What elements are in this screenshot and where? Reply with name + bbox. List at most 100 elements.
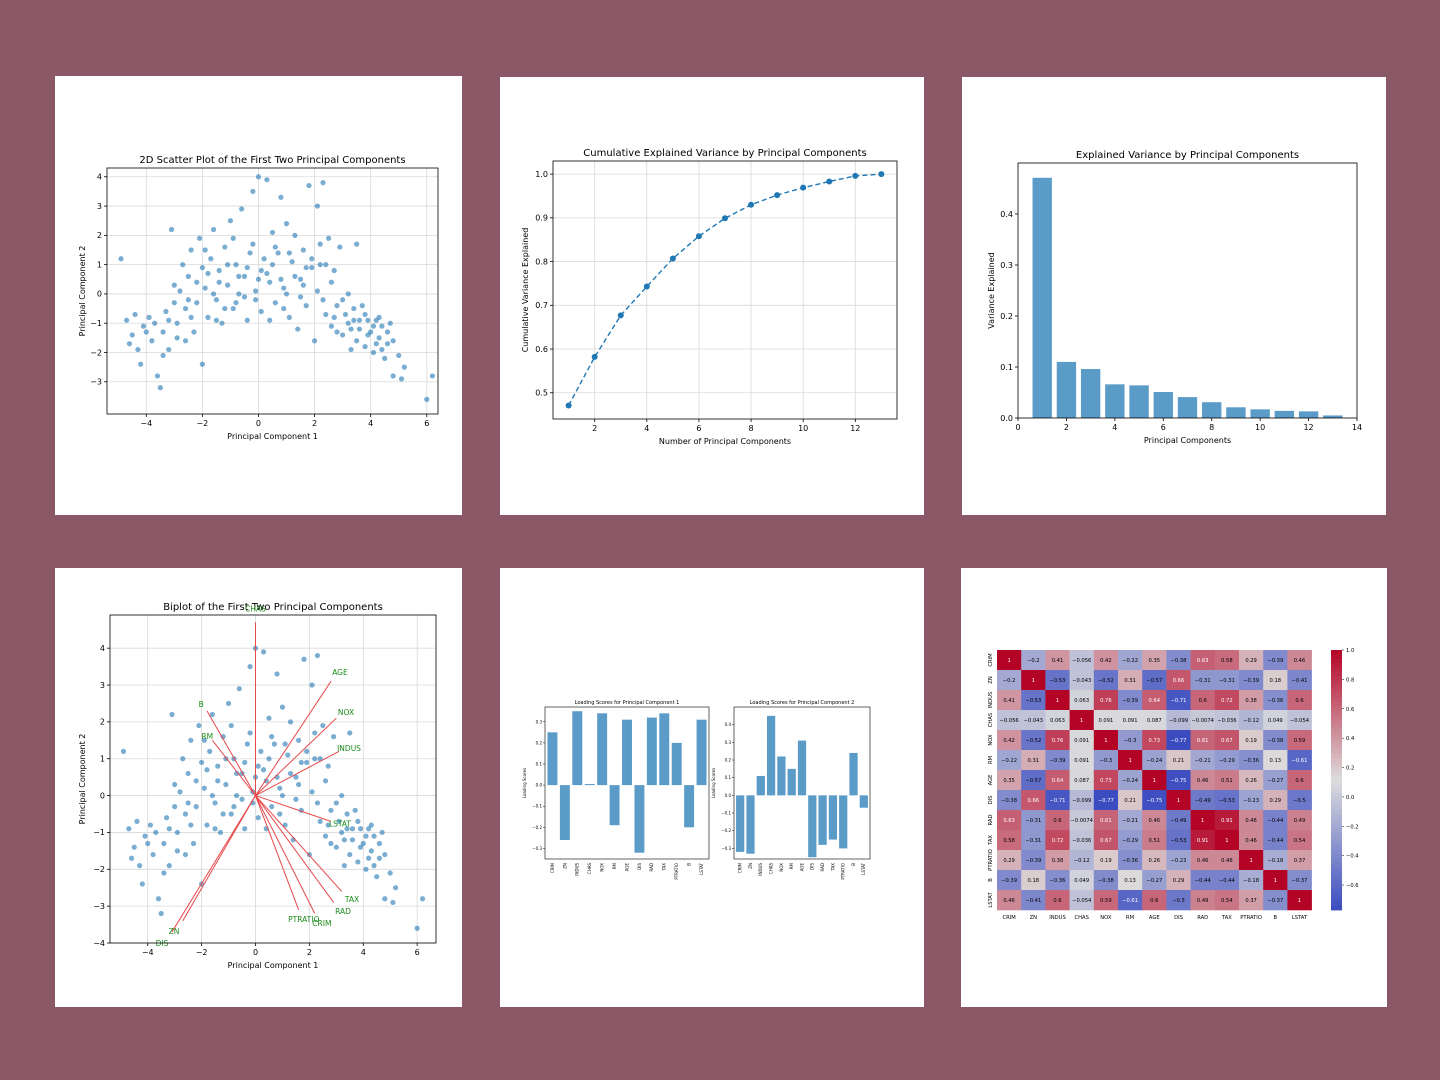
cell-value: −0.38 bbox=[1267, 738, 1283, 744]
scatter-point bbox=[328, 279, 335, 285]
heatmap-y-label: TAX bbox=[988, 835, 994, 846]
cell-value: 0.091 bbox=[1098, 718, 1113, 724]
loading-bar bbox=[547, 732, 558, 786]
scatter-point bbox=[309, 264, 315, 271]
cell-value: −0.52 bbox=[1025, 738, 1041, 744]
cell-value: −0.5 bbox=[1172, 898, 1185, 904]
cell-value: −0.37 bbox=[1292, 878, 1308, 884]
cell-value: −0.77 bbox=[1098, 798, 1114, 804]
y-axis-label: Loading Scores bbox=[522, 768, 527, 798]
scatter-point bbox=[331, 314, 337, 320]
biplot-point bbox=[382, 851, 388, 858]
colorbar-segment bbox=[1331, 836, 1342, 842]
loading-bar bbox=[777, 756, 786, 796]
heatmap-y-label: RM bbox=[988, 756, 994, 764]
biplot-point bbox=[366, 826, 372, 832]
colorbar-tick-label: 0.6 bbox=[1346, 707, 1354, 713]
y-tick-label: 3 bbox=[97, 202, 102, 211]
cell-value: 0.46 bbox=[1221, 858, 1233, 864]
biplot-point bbox=[363, 866, 369, 872]
scatter-point bbox=[126, 341, 133, 347]
heatmap-cell bbox=[1045, 690, 1070, 711]
loading-bar bbox=[839, 795, 848, 849]
biplot-point bbox=[266, 715, 272, 721]
biplot-point bbox=[207, 748, 213, 754]
scatter-point bbox=[188, 314, 194, 320]
biplot-point bbox=[150, 851, 156, 858]
scatter-point bbox=[289, 259, 295, 265]
heatmap-x-label: CHAS bbox=[1075, 915, 1089, 921]
cell-value: 0.54 bbox=[1221, 898, 1233, 904]
heatmap-cell bbox=[1190, 830, 1216, 851]
y-tick-label: −0.1 bbox=[721, 811, 731, 816]
scatter-point bbox=[188, 247, 194, 253]
colorbar-segment bbox=[1331, 814, 1342, 820]
heatmap-cell bbox=[1263, 890, 1288, 911]
heatmap-cell bbox=[1166, 710, 1191, 731]
category-label: DIS bbox=[637, 863, 642, 870]
heatmap-cell bbox=[1166, 770, 1191, 791]
loading-arrow bbox=[206, 710, 256, 796]
scatter-point bbox=[348, 346, 354, 353]
scatter-point bbox=[230, 305, 236, 312]
biplot-point bbox=[209, 711, 215, 718]
colorbar-segment bbox=[1331, 654, 1342, 660]
y-tick-label: 1.0 bbox=[535, 170, 548, 179]
biplot-point bbox=[279, 704, 286, 710]
y-tick-label: 0 bbox=[97, 290, 102, 299]
heatmap-cell bbox=[1021, 750, 1046, 771]
cell-value: −0.44 bbox=[1195, 878, 1212, 884]
y-tick-label: 0.2 bbox=[1000, 312, 1013, 321]
colorbar-segment bbox=[1331, 793, 1342, 798]
cell-value: 0.19 bbox=[1245, 738, 1257, 744]
scatter-point bbox=[196, 235, 203, 241]
heatmap-cell bbox=[1166, 830, 1191, 851]
heatmap-cell bbox=[1142, 890, 1167, 911]
colorbar-segment bbox=[1331, 702, 1342, 707]
heatmap-cell bbox=[1118, 870, 1143, 891]
cell-value: 0.58 bbox=[1221, 658, 1233, 664]
cell-value: −0.036 bbox=[1072, 838, 1091, 844]
category-label: ZN bbox=[748, 863, 753, 869]
heatmap-cell bbox=[1142, 750, 1167, 771]
loading-bar bbox=[622, 719, 632, 786]
heatmap-cell bbox=[997, 710, 1022, 731]
y-axis-label: Principal Component 2 bbox=[78, 246, 87, 337]
arrow-label: RM bbox=[201, 732, 213, 741]
biplot-point bbox=[161, 840, 167, 847]
y-tick-label: 2 bbox=[97, 231, 102, 240]
biplot-point bbox=[349, 837, 356, 843]
arrow-label: RAD bbox=[335, 907, 351, 916]
y-axis-label: Variance Explained bbox=[987, 252, 996, 328]
biplot-point bbox=[293, 774, 299, 780]
biplot-point bbox=[325, 763, 331, 769]
biplot-point bbox=[260, 649, 267, 655]
cell-value: 0.087 bbox=[1074, 778, 1089, 784]
scatter-point bbox=[199, 264, 205, 271]
arrow-label: CHAS bbox=[245, 605, 266, 614]
loading-arrow bbox=[255, 795, 335, 903]
heatmap-cell bbox=[1214, 830, 1240, 851]
biplot-point bbox=[366, 855, 372, 861]
cell-value: 0.42 bbox=[1003, 738, 1015, 744]
colorbar-segment bbox=[1331, 784, 1342, 790]
x-tick-label: 8 bbox=[749, 424, 754, 433]
category-label: RAD bbox=[820, 863, 825, 871]
biplot-point bbox=[360, 840, 366, 847]
heatmap-cell bbox=[1142, 870, 1167, 891]
scatter-point bbox=[311, 338, 318, 344]
data-point bbox=[643, 283, 650, 290]
x-tick-label: 2 bbox=[312, 419, 317, 428]
cell-value: −0.44 bbox=[1267, 838, 1284, 844]
heatmap-cell bbox=[1263, 790, 1288, 811]
heatmap-cell bbox=[1021, 690, 1046, 711]
colorbar-segment bbox=[1331, 875, 1342, 881]
biplot-point bbox=[185, 770, 191, 777]
colorbar-segment bbox=[1331, 892, 1342, 898]
cell-value: 0.67 bbox=[1100, 838, 1112, 844]
heatmap-cell bbox=[1093, 650, 1119, 671]
cell-value: 0.46 bbox=[1245, 818, 1257, 824]
cell-value: 0.76 bbox=[1052, 738, 1064, 744]
heatmap-cell bbox=[1166, 890, 1191, 911]
cell-value: 0.59 bbox=[1100, 898, 1112, 904]
